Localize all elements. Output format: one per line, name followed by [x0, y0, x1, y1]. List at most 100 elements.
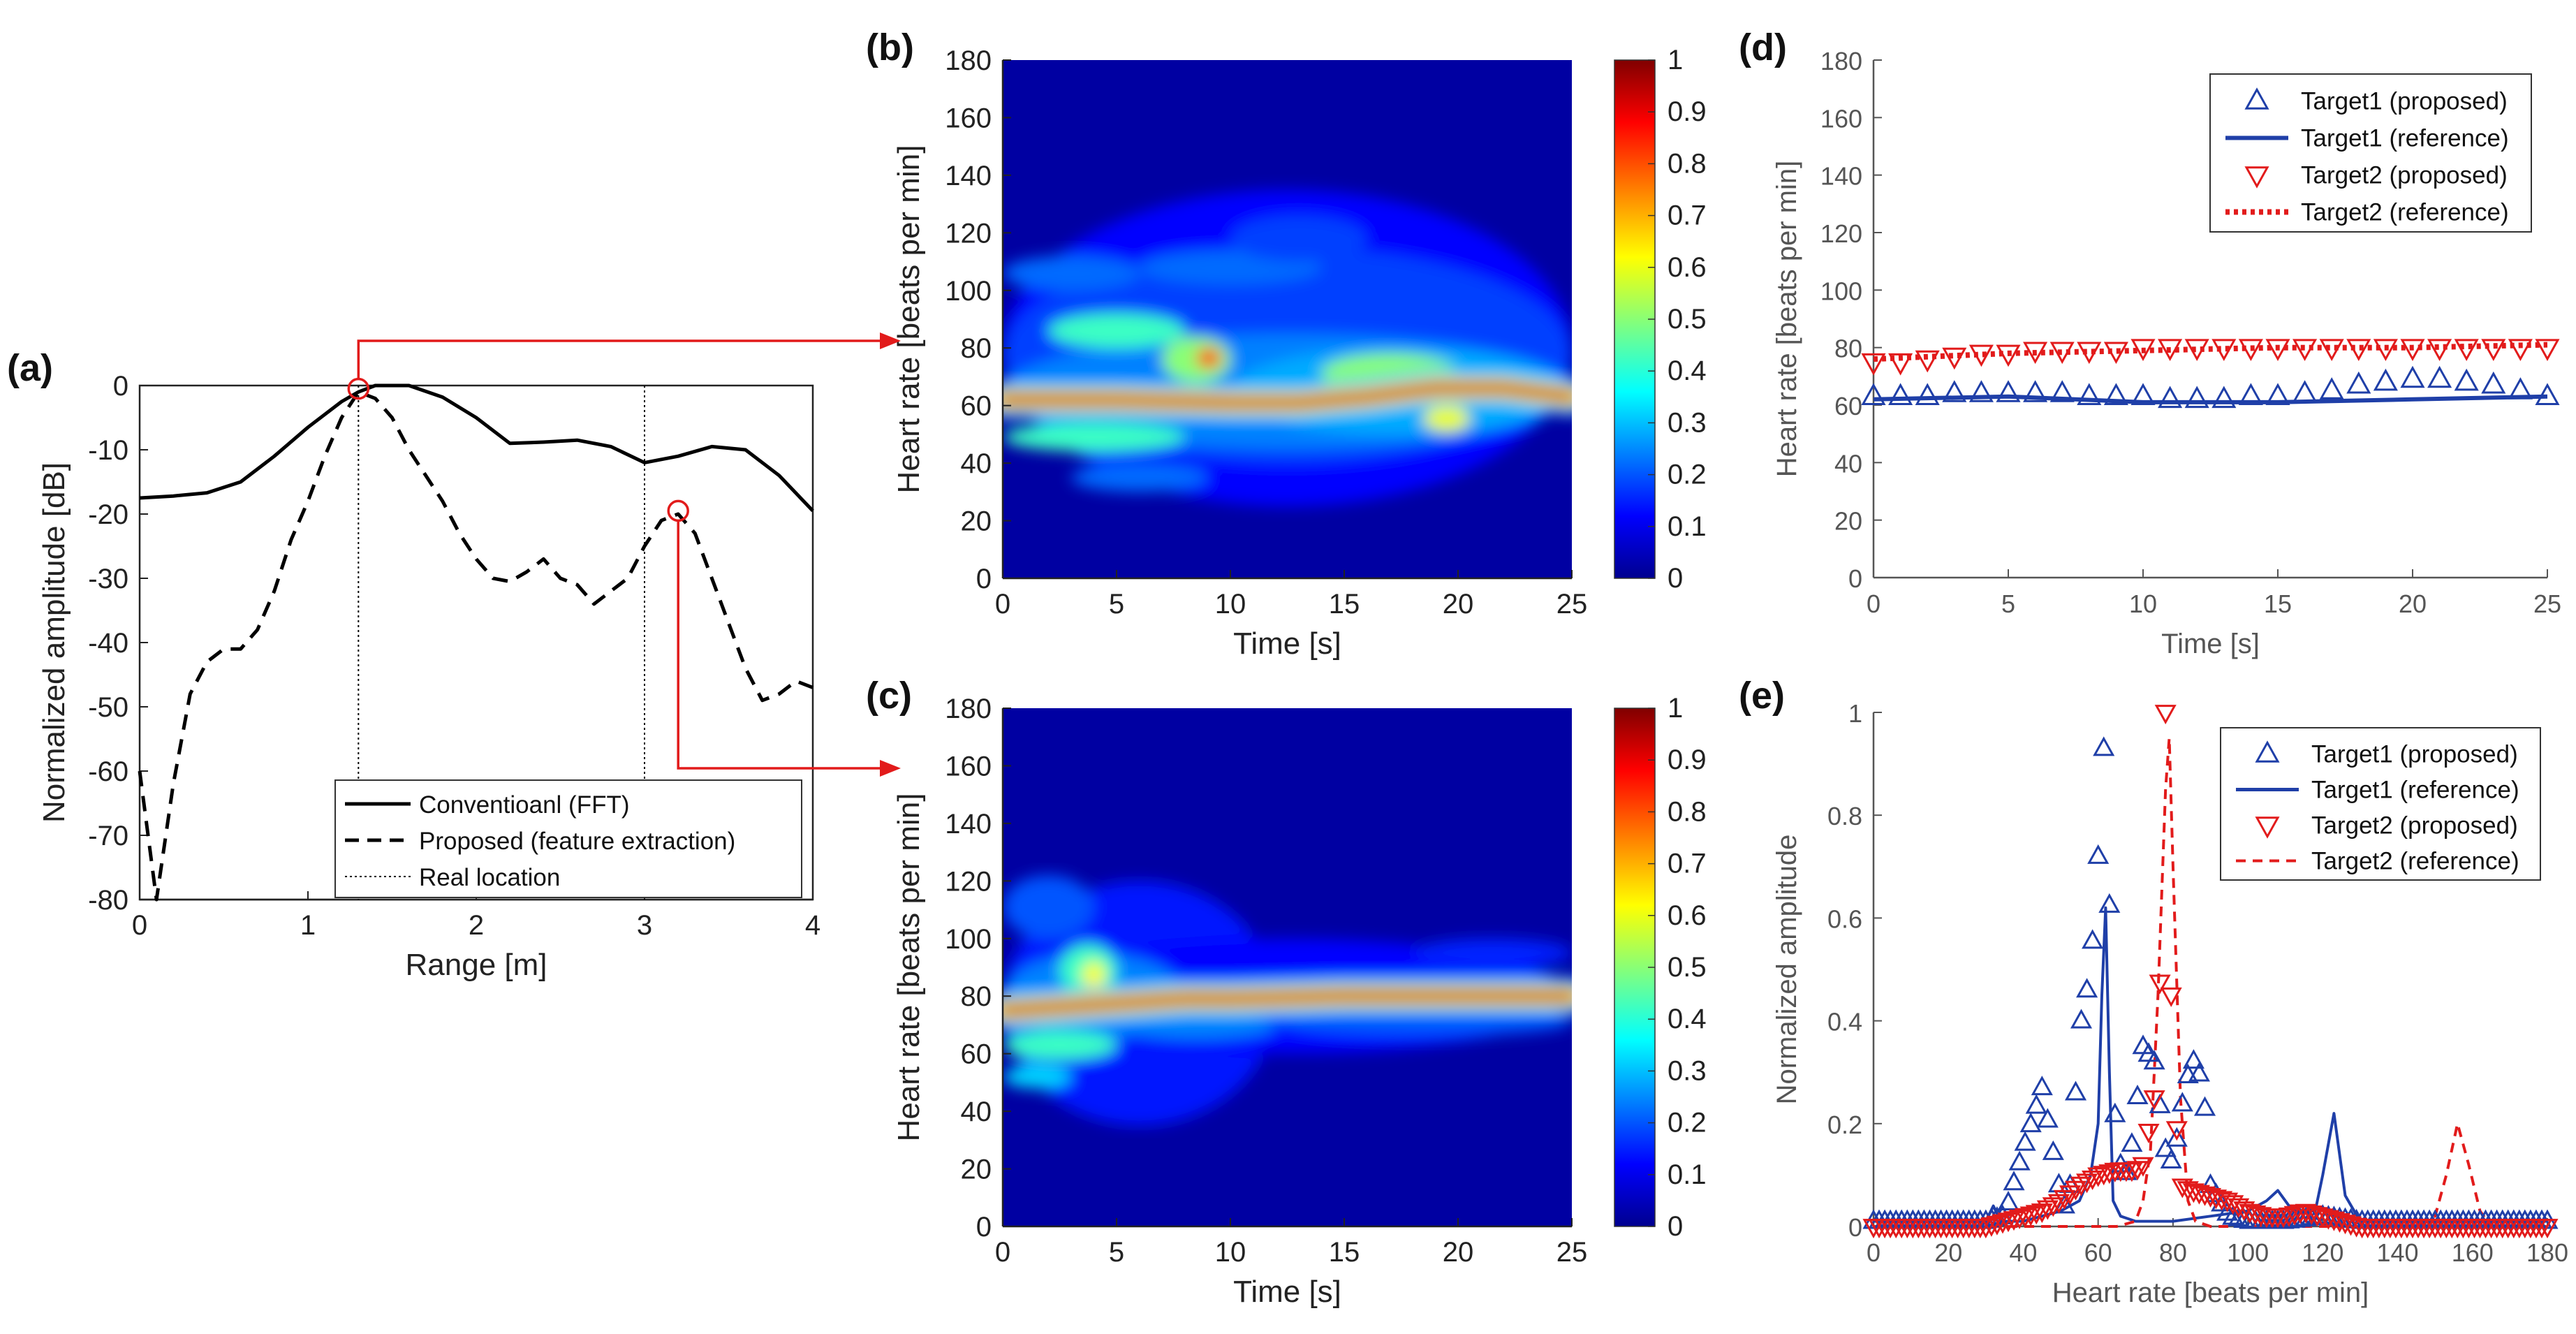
marker-target1-proposed	[2076, 978, 2098, 998]
x-tick-label: 5	[1109, 589, 1124, 620]
y-axis-label: Heart rate [beats per min]	[1772, 161, 1802, 478]
marker-target2-proposed	[2019, 1206, 2042, 1226]
y-tick-label: 60	[961, 1039, 992, 1070]
x-tick-label: 20	[2399, 589, 2427, 618]
ridge-peak	[1003, 994, 1572, 1013]
marker-target1-proposed	[2019, 1113, 2042, 1133]
peak-marker-circle	[667, 499, 689, 522]
y-tick-label: -20	[88, 499, 128, 530]
marker-target1-proposed	[2023, 380, 2048, 402]
marker-target1-proposed	[2182, 1049, 2205, 1069]
y-tick-label: 160	[1820, 104, 1862, 133]
y-tick-label: 60	[961, 391, 992, 422]
marker-target2-proposed	[1861, 353, 1886, 376]
legend-entry: Target2 (proposed)	[2301, 162, 2508, 189]
y-tick-label: -60	[88, 756, 128, 787]
y-tick-label: 180	[1820, 47, 1862, 75]
y-tick-label: 100	[945, 276, 992, 307]
y-axis-label: Normalized amplitude	[1772, 835, 1802, 1105]
colorbar-tick-label: 0.2	[1668, 1108, 1707, 1138]
marker-target2-proposed	[2222, 1195, 2244, 1215]
y-tick-label: 0.2	[1827, 1111, 1862, 1139]
legend-entry: Real location	[419, 864, 560, 891]
colorbar-tick-label: 1	[1668, 45, 1683, 75]
marker-target2-proposed	[2154, 705, 2177, 725]
marker-target1-proposed	[2130, 383, 2156, 405]
heatmap-blob	[1048, 313, 1185, 349]
marker-target2-proposed	[1980, 1217, 2003, 1237]
panel-c: (c)0 5 10 15 20 25020406080100120140160180Tim…	[866, 675, 1707, 1309]
marker-target1-proposed	[2104, 1102, 2126, 1122]
panel-letter: (e)	[1739, 675, 1785, 717]
marker-target1-proposed	[2025, 1094, 2047, 1114]
x-tick-label: 2	[469, 910, 484, 941]
marker-target1-proposed	[2319, 377, 2344, 400]
panel-e: (e) 0 20 40 60 80 100 120 140 160 180 0 0.2 0.4 0.6 0.8…	[1739, 675, 2568, 1308]
x-tick-label: 10	[1215, 589, 1246, 620]
legend-entry: Target2 (reference)	[2301, 199, 2509, 226]
marker-target1-proposed	[2098, 893, 2121, 913]
x-tick-label: 20	[1443, 589, 1474, 620]
y-tick-label: 0	[976, 564, 992, 594]
colorbar-tick-label: 0.7	[1668, 200, 1707, 231]
heatmap-blob	[1003, 875, 1094, 939]
colorbar-tick-label: 0.3	[1668, 1055, 1707, 1086]
colorbar-tick-label: 1	[1668, 693, 1683, 724]
colorbar-tick-label: 0.6	[1668, 252, 1707, 283]
marker-target2-proposed	[2346, 339, 2371, 361]
x-axis-label: Time [s]	[1233, 626, 1341, 661]
x-tick-label: 25	[1556, 1237, 1588, 1268]
marker-target2-proposed	[2082, 1171, 2104, 1190]
heatmap-blob	[1230, 215, 1367, 262]
marker-target1-proposed	[1968, 380, 1994, 402]
marker-target1-proposed	[2093, 736, 2115, 756]
marker-target2-proposed	[2003, 1211, 2025, 1231]
series-line-target1-reference	[1873, 394, 2548, 404]
marker-target2-proposed	[2077, 342, 2102, 365]
arrow-line	[357, 339, 883, 379]
marker-target2-proposed	[2373, 339, 2398, 361]
y-tick-label: 140	[1820, 162, 1862, 191]
marker-target2-proposed	[2098, 1164, 2121, 1185]
marker-target1-proposed	[2373, 368, 2398, 391]
y-tick-label: 1	[1848, 699, 1862, 728]
marker-target1-proposed	[2265, 383, 2290, 405]
legend-entry: Target1 (proposed)	[2301, 88, 2508, 115]
colorbar-tick-label: 0.9	[1668, 96, 1707, 127]
marker-target1-proposed	[2014, 1131, 2036, 1151]
marker-target1-proposed	[2165, 1127, 2188, 1147]
marker-target2-proposed	[2454, 339, 2479, 361]
marker-target2-proposed	[2042, 1197, 2064, 1217]
x-axis-label: Time [s]	[2161, 629, 2260, 659]
y-axis-label: Normalized amplitude [dB]	[37, 462, 71, 823]
x-axis-label: Heart rate [beats per min]	[2052, 1277, 2369, 1308]
marker-target1-proposed	[1888, 383, 1913, 405]
panel-letter: (b)	[866, 27, 914, 68]
legend-entry: Proposed (feature extraction)	[419, 828, 735, 855]
heatmap-blob	[1070, 463, 1208, 492]
y-tick-label: -50	[88, 692, 128, 723]
marker-target1-proposed	[2481, 371, 2506, 394]
marker-target1-proposed	[1861, 383, 1886, 405]
panel-a: (a) 0 1 2 3 4 0 -10 -20 -30 -40 -50 -60 -70 -80 Range […	[7, 347, 820, 982]
x-tick-label: 0	[1867, 589, 1881, 618]
x-tick-label: 0	[132, 910, 147, 941]
y-tick-label: 80	[1834, 335, 1862, 363]
marker-target2-proposed	[2481, 339, 2506, 361]
x-tick-label: 10	[1215, 1237, 1246, 1268]
marker-target2-proposed	[2008, 1209, 2031, 1229]
marker-target1-proposed	[2082, 929, 2104, 949]
x-tick-label: 25	[2533, 589, 2561, 618]
marker-target2-proposed	[2121, 1162, 2143, 1182]
marker-target2-proposed	[2137, 1124, 2160, 1143]
heatmap-blob	[1003, 256, 1140, 291]
marker-target1-proposed	[2400, 365, 2425, 388]
marker-target1-proposed	[2160, 1149, 2182, 1168]
marker-target1-proposed	[2346, 371, 2371, 394]
heatmap-blob	[1162, 336, 1230, 383]
x-tick-label: 4	[805, 910, 820, 941]
marker-target1-proposed	[2427, 365, 2452, 388]
colorbar-tick-label: 0.5	[1668, 304, 1707, 335]
colorbar-tick-label: 0.4	[1668, 1004, 1707, 1034]
